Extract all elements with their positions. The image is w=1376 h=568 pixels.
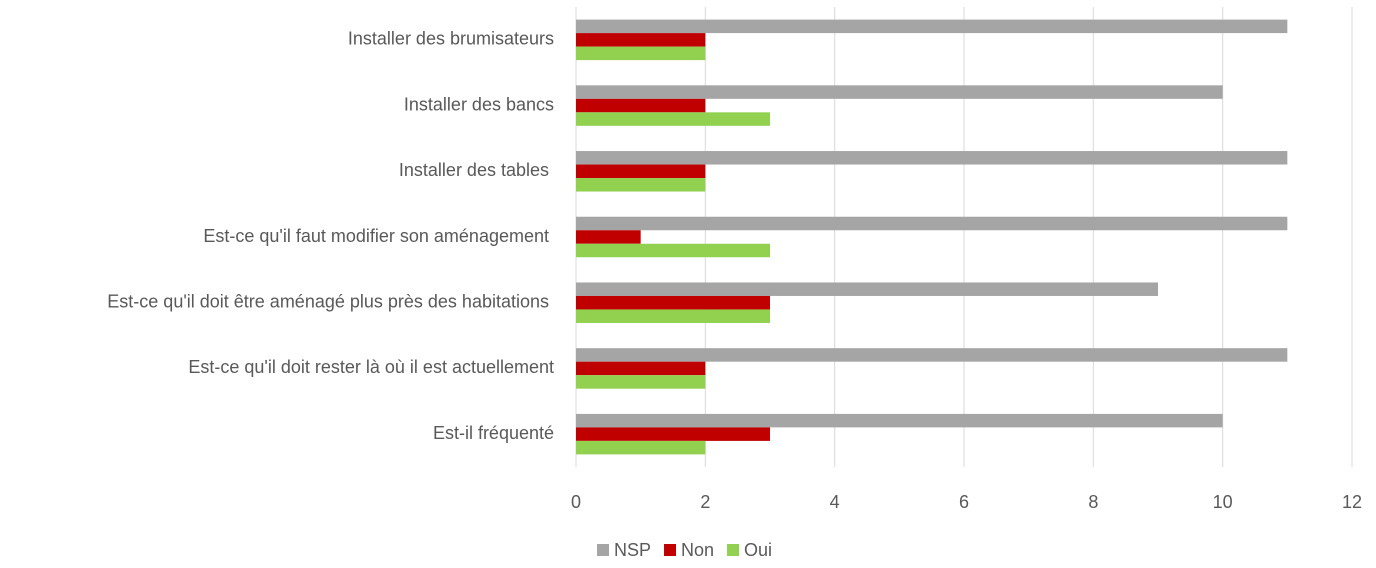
bar: [576, 19, 1288, 34]
bar: [576, 85, 1223, 99]
x-tick-label: 8: [1088, 492, 1098, 512]
legend-swatch: [664, 544, 677, 556]
bar: [576, 112, 770, 126]
bar: [576, 164, 706, 179]
legend-label: NSP: [614, 540, 651, 560]
bar: [576, 309, 770, 323]
bar: [576, 178, 706, 192]
bar: [576, 151, 1288, 165]
y-tick-label: Installer des bancs: [404, 94, 554, 114]
x-tick-label: 4: [830, 492, 840, 512]
bar: [576, 427, 770, 441]
legend-label: Non: [681, 540, 714, 560]
legend-label: Oui: [744, 540, 772, 560]
bar: [576, 440, 706, 455]
bar: [576, 282, 1158, 296]
bar: [576, 295, 770, 310]
y-tick-label: Est-il fréquenté: [433, 423, 554, 443]
y-tick-label: Est-ce qu'il faut modifier son aménageme…: [203, 226, 554, 246]
legend-swatch: [597, 544, 609, 556]
y-tick-label: Est-ce qu'il doit être aménagé plus près…: [107, 291, 554, 311]
bar: [576, 33, 706, 47]
bar: [576, 243, 770, 258]
y-tick-label: Installer des tables: [399, 160, 554, 180]
bar: [576, 348, 1288, 362]
bar: [576, 361, 706, 376]
x-tick-label: 2: [700, 492, 710, 512]
y-tick-label: Installer des brumisateurs: [348, 29, 554, 49]
bar: [576, 230, 641, 244]
bar: [576, 375, 706, 389]
bar: [576, 216, 1288, 231]
x-tick-label: 10: [1213, 492, 1233, 512]
bar: [576, 413, 1223, 428]
x-tick-label: 12: [1342, 492, 1362, 512]
x-tick-label: 6: [959, 492, 969, 512]
bar: [576, 46, 706, 61]
legend-swatch: [727, 544, 740, 556]
bar: [576, 98, 706, 113]
y-tick-label: Est-ce qu'il doit rester là où il est ac…: [188, 357, 554, 377]
x-tick-label: 0: [571, 492, 581, 512]
